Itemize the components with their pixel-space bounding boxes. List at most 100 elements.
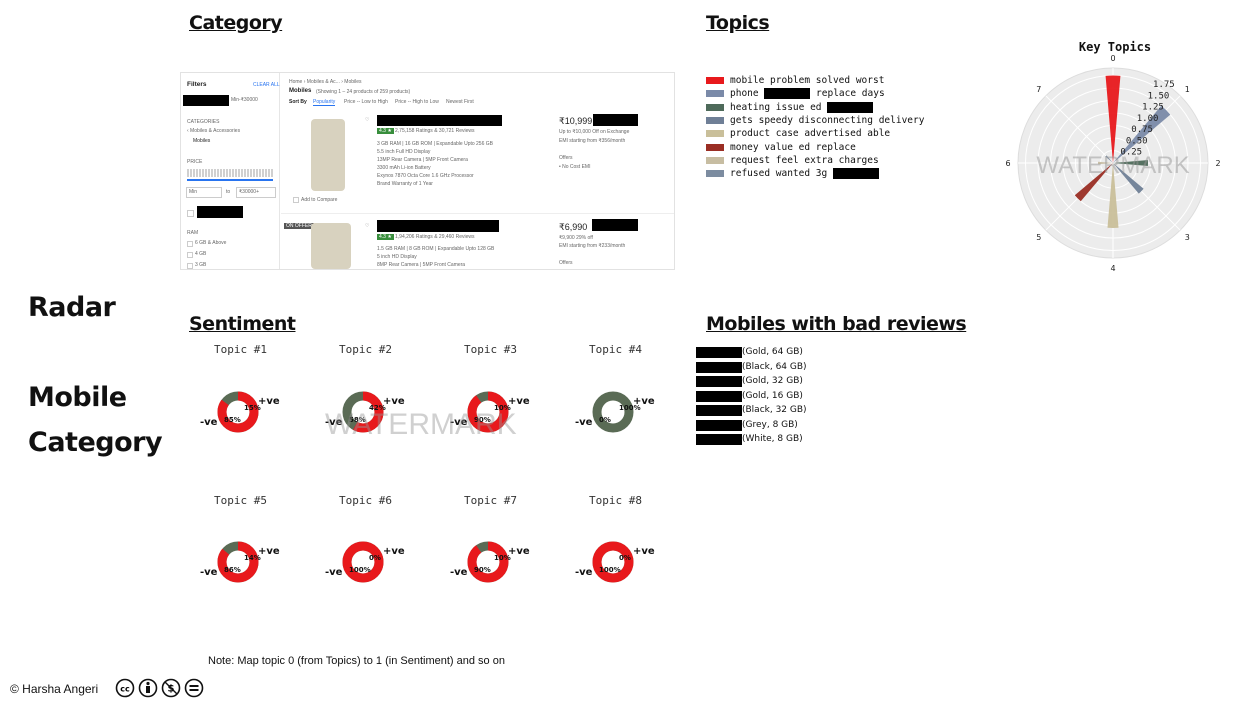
- topic-label: Topic #2: [339, 343, 392, 356]
- nc-icon: $: [161, 678, 181, 698]
- negative-percent: 100%: [599, 566, 621, 574]
- ram-option[interactable]: 6 GB & Above: [195, 240, 227, 246]
- add-to-compare[interactable]: Add to Compare: [301, 197, 338, 203]
- exchange-offer: Up to ₹10,000 Off on Exchange: [559, 129, 630, 135]
- radar-bar: [1113, 105, 1171, 163]
- positive-percent: 14%: [244, 554, 261, 562]
- topic-label: Topic #1: [214, 343, 267, 356]
- redacted-block: [377, 220, 499, 232]
- filter-chip[interactable]: Min-₹30000: [231, 97, 258, 103]
- wishlist-heart-icon[interactable]: ♡: [365, 223, 370, 229]
- legend-swatch: [706, 156, 724, 164]
- compare-checkbox[interactable]: [293, 197, 299, 203]
- watermark: WATERMARK: [1036, 152, 1189, 179]
- category-side-label: Category: [28, 427, 163, 458]
- bad-review-item: (Gold, 16 GB): [696, 390, 803, 403]
- sort-option[interactable]: Price -- Low to High: [344, 99, 388, 105]
- price-slider[interactable]: [187, 179, 273, 181]
- cc-license-icons: cc $: [115, 678, 204, 698]
- bad-reviews-title: Mobiles with bad reviews: [706, 313, 967, 335]
- ram-checkbox[interactable]: [187, 263, 193, 269]
- legend-label: refused wanted 3g: [730, 168, 879, 180]
- legend-swatch: [706, 90, 724, 98]
- sort-option[interactable]: Newest First: [446, 99, 474, 105]
- positive-percent: 0%: [369, 554, 381, 562]
- divider: [281, 213, 674, 214]
- ram-option[interactable]: 3 GB: [195, 262, 207, 268]
- rating-badge: 4.3 ★: [377, 234, 394, 240]
- variant-text: (Gold, 32 GB): [742, 376, 803, 386]
- ram-checkbox[interactable]: [187, 252, 193, 258]
- radar-angle-label: 7: [1036, 85, 1041, 94]
- rating-badge: 4.3 ★: [377, 128, 394, 134]
- filters-panel: Filters CLEAR ALL Min-₹30000 CATEGORIES …: [181, 73, 280, 269]
- variant-text: (Black, 32 GB): [742, 405, 807, 415]
- sort-option[interactable]: Popularity: [313, 99, 336, 106]
- price-min-select[interactable]: Min: [186, 187, 222, 198]
- legend-text: refused wanted 3g: [730, 168, 833, 180]
- radar-tick-label: 1.75: [1153, 80, 1175, 90]
- negative-segment: [342, 391, 384, 433]
- negative-percent: 58%: [349, 416, 366, 424]
- results-count: (Showing 1 – 24 products of 259 products…: [316, 89, 411, 95]
- legend-text: mobile problem solved worst: [730, 75, 885, 86]
- filters-heading: Filters: [187, 81, 207, 88]
- category-title: Category: [189, 12, 283, 34]
- radar-tick-label: 0.25: [1120, 148, 1142, 158]
- legend-label: phone replace days: [730, 88, 885, 100]
- sort-by-label: Sort By: [289, 99, 307, 105]
- product-image[interactable]: [311, 223, 351, 269]
- spec-line: 8MP Rear Camera | 5MP Front Camera: [377, 262, 466, 268]
- radar-tick-label: 1.50: [1148, 91, 1170, 101]
- redacted-block: [832, 168, 879, 180]
- negative-segment: [467, 541, 509, 583]
- spec-line: Exynos 7870 Octa Core 1.6 GHz Processor: [377, 173, 474, 179]
- offers-label: Offers: [559, 260, 573, 266]
- cc-icon: cc: [115, 678, 135, 698]
- price-max-select[interactable]: ₹30000+: [236, 187, 276, 198]
- legend-label: money value ed replace: [730, 142, 856, 153]
- product-price: ₹6,990: [559, 222, 588, 232]
- category-parent-link[interactable]: ‹ Mobiles & Accessories: [187, 128, 241, 134]
- category-child-link[interactable]: Mobiles: [193, 138, 211, 144]
- legend-label: mobile problem solved worst: [730, 75, 884, 86]
- topics-title: Topics: [706, 12, 770, 34]
- product-image[interactable]: [311, 119, 345, 191]
- price-histogram: [187, 169, 273, 177]
- sort-option[interactable]: Price -- High to Low: [395, 99, 439, 105]
- breadcrumb[interactable]: Home › Mobiles & Ac... › Mobiles: [289, 79, 362, 85]
- radar-angle-label: 2: [1215, 159, 1220, 168]
- radar-angle-label: 0: [1110, 54, 1115, 63]
- legend-text: replace days: [810, 88, 885, 100]
- radar-bar: [1113, 163, 1144, 194]
- by-icon: [138, 678, 158, 698]
- ram-checkbox[interactable]: [187, 241, 193, 247]
- redacted-block: [593, 114, 638, 126]
- positive-label: +ve: [633, 546, 655, 557]
- legend-swatch: [706, 130, 724, 138]
- negative-percent: 100%: [349, 566, 371, 574]
- checkbox[interactable]: [187, 210, 194, 217]
- negative-segment: [342, 541, 384, 583]
- radar-bar: [1105, 75, 1121, 163]
- sentiment-donut: [342, 391, 384, 433]
- negative-percent: 90%: [474, 416, 491, 424]
- clear-all-link[interactable]: CLEAR ALL: [253, 82, 280, 88]
- positive-segment: [592, 391, 634, 433]
- redacted-block: [696, 419, 742, 431]
- radar-angle-label: 4: [1110, 264, 1115, 273]
- redacted-block: [696, 361, 742, 373]
- negative-segment: [467, 391, 509, 433]
- ram-option[interactable]: 4 GB: [195, 251, 207, 257]
- negative-label: -ve: [200, 567, 218, 578]
- legend-text: phone: [730, 88, 765, 100]
- radar-bar: [1107, 163, 1119, 228]
- legend-text: request feel extra charges: [730, 154, 879, 166]
- positive-label: +ve: [383, 396, 405, 407]
- legend-label: product case advertised able: [730, 128, 890, 139]
- redacted-block: [377, 115, 502, 126]
- key-topics-radar-chart: 0.25 0.500.751.001.25 1.501.75 0 1 2 3 4 5 6 7 WATE…: [1005, 54, 1220, 273]
- wishlist-heart-icon[interactable]: ♡: [365, 117, 370, 123]
- copyright: © Harsha Angeri: [10, 682, 99, 696]
- radar-bar: [1105, 155, 1113, 163]
